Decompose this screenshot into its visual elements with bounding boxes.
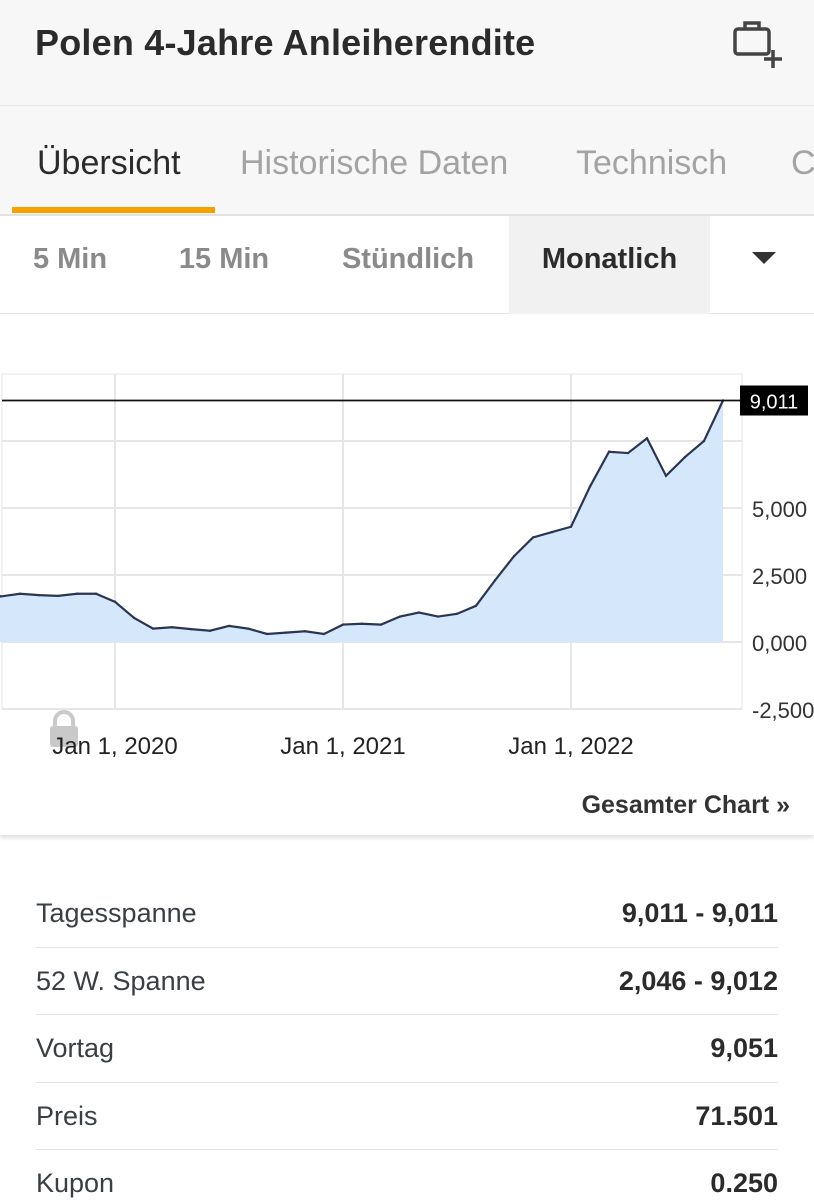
- x-tick-label: Jan 1, 2021: [280, 733, 405, 760]
- data-point: [683, 455, 687, 459]
- data-point: [341, 623, 345, 626]
- data-point: [94, 592, 98, 595]
- data-point: [113, 600, 117, 603]
- y-tick-label: 0,000: [752, 631, 807, 656]
- active-tab-indicator: [12, 207, 215, 213]
- table-row: Vortag 9,051: [36, 1015, 778, 1083]
- data-point: [455, 612, 459, 616]
- chevron-down-icon[interactable]: [752, 252, 776, 264]
- stat-value: 2,046 - 9,012: [618, 965, 778, 996]
- data-point: [75, 592, 79, 595]
- data-point: [531, 536, 535, 539]
- data-point: [151, 627, 155, 630]
- last-value-label: 9,011: [750, 392, 799, 414]
- stat-value: 71.501: [695, 1100, 778, 1131]
- data-point: [569, 525, 573, 528]
- stat-label: Kupon: [36, 1168, 115, 1198]
- data-point: [474, 604, 478, 608]
- lock-icon: [50, 710, 78, 747]
- chart-card: 9,011 -2,500 0,000 2,500 5,000 Jan 1, 2020 Jan…: [0, 315, 814, 835]
- data-point: [360, 622, 364, 625]
- data-point: [493, 579, 497, 582]
- y-tick-label: 2,500: [752, 564, 807, 589]
- stats-table: Tagesspanne 9,011 - 9,011 52 W. Spanne 2…: [36, 880, 778, 1200]
- table-row: Kupon 0.250: [36, 1150, 778, 1200]
- x-tick-label: Jan 1, 2020: [52, 733, 177, 760]
- x-tick-label: Jan 1, 2022: [508, 733, 633, 760]
- period-selector: 5 Min 15 Min Stündlich Monatlich: [0, 216, 814, 314]
- period-stuendlich[interactable]: Stündlich: [341, 243, 475, 275]
- table-row: 52 W. Spanne 2,046 - 9,012: [36, 948, 778, 1015]
- data-point: [702, 439, 706, 443]
- data-point: [512, 555, 516, 558]
- data-point: [37, 593, 41, 597]
- table-row: Preis 71.501: [36, 1083, 778, 1150]
- stat-label: Tagesspanne: [36, 898, 197, 928]
- y-tick-label: 5,000: [752, 497, 807, 522]
- data-point: [132, 616, 136, 620]
- data-point: [227, 624, 231, 628]
- period-monatlich[interactable]: Monatlich: [509, 216, 710, 314]
- data-point: [417, 611, 421, 614]
- tab-bar: Übersicht Historische Daten Technisch C: [0, 106, 814, 216]
- tab-technisch[interactable]: Technisch: [576, 144, 728, 182]
- data-point: [18, 592, 22, 595]
- full-chart-link[interactable]: Gesamter Chart »: [581, 791, 790, 819]
- data-point: [664, 474, 668, 478]
- page-title: Polen 4-Jahre Anleiherendite: [35, 22, 536, 63]
- briefcase-plus-icon[interactable]: [726, 16, 788, 70]
- data-point: [56, 594, 60, 598]
- tab-more[interactable]: C: [791, 144, 814, 182]
- tab-uebersicht[interactable]: Übersicht: [37, 144, 181, 182]
- data-point: [303, 630, 307, 633]
- data-point: [398, 615, 402, 618]
- data-point: [588, 485, 592, 488]
- y-tick-label: -2,500: [752, 698, 814, 723]
- data-point: [0, 595, 3, 598]
- data-point: [550, 530, 554, 534]
- stat-value: 0.250: [710, 1168, 778, 1198]
- data-point: [189, 627, 193, 631]
- data-point: [284, 631, 288, 634]
- period-5min[interactable]: 5 Min: [32, 243, 108, 275]
- price-chart[interactable]: 9,011 -2,500 0,000 2,500 5,000 Jan 1, 2020 Jan…: [0, 315, 814, 785]
- data-point: [379, 623, 383, 626]
- data-point: [436, 615, 440, 618]
- period-15min[interactable]: 15 Min: [178, 243, 270, 275]
- data-point: [170, 626, 174, 629]
- data-point: [322, 632, 326, 636]
- stat-value: 9,011 - 9,011: [621, 898, 778, 928]
- data-point: [208, 629, 212, 632]
- data-point: [645, 437, 649, 440]
- table-row: Tagesspanne 9,011 - 9,011: [36, 880, 778, 948]
- last-value-tag: [740, 385, 808, 416]
- data-point: [607, 450, 611, 453]
- area-fill: [0, 400, 723, 642]
- stat-label: Vortag: [36, 1033, 115, 1063]
- data-point: [246, 627, 250, 630]
- app-header: Polen 4-Jahre Anleiherendite: [0, 0, 814, 106]
- stat-label: 52 W. Spanne: [36, 965, 206, 996]
- stat-value: 9,051: [710, 1033, 778, 1063]
- data-point: [626, 451, 630, 455]
- stat-label: Preis: [36, 1100, 98, 1131]
- data-point: [265, 632, 269, 636]
- price-line: [0, 400, 724, 636]
- tab-historische-daten[interactable]: Historische Daten: [240, 144, 509, 182]
